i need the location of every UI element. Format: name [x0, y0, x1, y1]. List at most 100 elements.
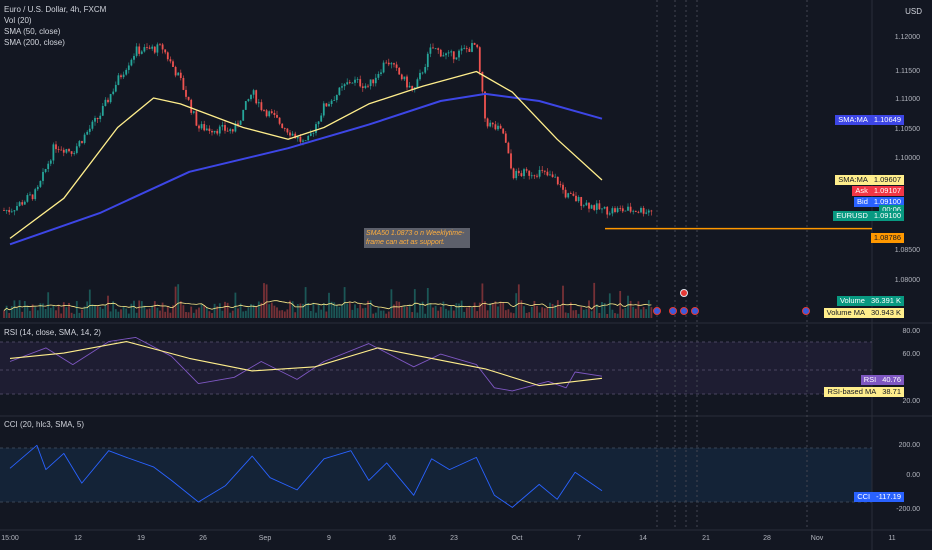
candle-body — [91, 121, 94, 129]
candle-body — [296, 136, 299, 139]
volume-bar — [494, 301, 497, 318]
rsi-legend[interactable]: RSI (14, close, SMA, 14, 2) — [4, 328, 101, 337]
candle-body — [437, 48, 440, 50]
volume-bar — [593, 282, 596, 318]
candle-body — [107, 99, 109, 103]
event-marker-icon[interactable] — [691, 307, 699, 315]
volume-bar — [351, 309, 354, 318]
candle-body — [580, 197, 583, 206]
candle-body — [213, 130, 216, 133]
candle-body — [237, 123, 239, 125]
volume-bar — [465, 307, 468, 318]
candle-body — [330, 100, 333, 105]
rsi-y-tick: 80.00 — [902, 328, 920, 335]
candle-body — [47, 163, 50, 170]
candle-body — [159, 44, 161, 46]
candle-body — [52, 144, 55, 161]
candle-body — [86, 131, 89, 135]
candle-body — [517, 170, 520, 174]
candle-body — [68, 149, 70, 152]
volume-bar — [164, 311, 167, 318]
volume-bar — [647, 300, 650, 318]
volume-bar — [559, 305, 562, 318]
currency-label[interactable]: USD — [905, 7, 922, 16]
candle-body — [185, 89, 187, 97]
candle-body — [528, 170, 531, 176]
candle-body — [343, 84, 346, 87]
volume-ma-tag: Volume MA 30.943 K — [823, 308, 904, 318]
candle-body — [99, 115, 102, 120]
volume-bar — [237, 308, 239, 318]
candle-body — [367, 85, 369, 87]
volume-bar — [143, 305, 146, 318]
volume-bar — [195, 309, 198, 318]
candle-body — [117, 75, 120, 85]
volume-bar — [437, 310, 440, 318]
candle-body — [611, 208, 614, 214]
volume-bar — [104, 304, 107, 318]
candle-body — [465, 47, 468, 49]
candle-body — [416, 79, 419, 88]
candle-body — [445, 53, 447, 56]
volume-bar — [96, 306, 99, 318]
candle-body — [73, 152, 76, 154]
symbol-title[interactable]: Euro / U.S. Dollar, 4h, FXCM — [4, 5, 107, 14]
candle-body — [304, 140, 307, 142]
volume-bar — [364, 307, 367, 318]
ask-price-tag: Ask 1.09107 — [852, 186, 904, 196]
volume-bar — [23, 301, 26, 318]
candle-body — [156, 44, 159, 53]
volume-bar — [133, 300, 135, 318]
volume-bar — [601, 302, 603, 318]
event-marker-icon[interactable] — [653, 307, 661, 315]
volume-bar — [49, 307, 52, 318]
candle-body — [372, 79, 375, 84]
volume-bar — [408, 305, 411, 318]
candle-body — [559, 184, 562, 186]
volume-bar — [478, 302, 481, 318]
candle-body — [569, 193, 572, 195]
candle-body — [257, 102, 260, 104]
volume-bar — [265, 284, 268, 318]
event-marker-icon[interactable] — [669, 307, 677, 315]
candle-body — [426, 53, 429, 68]
volume-bar — [159, 310, 161, 318]
volume-bar — [296, 304, 299, 318]
candle-body — [629, 206, 632, 212]
candle-body — [172, 61, 174, 67]
indicator-sma200[interactable]: SMA (200, close) — [4, 38, 65, 47]
volume-bar — [130, 303, 133, 318]
sma50-price-tag: SMA:MA 1.09607 — [835, 175, 904, 185]
event-marker-icon[interactable] — [680, 307, 688, 315]
volume-bar — [192, 312, 195, 318]
volume-bar — [226, 302, 229, 318]
volume-bar — [263, 283, 265, 318]
candle-body — [104, 99, 107, 106]
volume-bar — [39, 303, 42, 318]
candle-body — [208, 128, 211, 132]
volume-bar — [242, 311, 245, 318]
candle-body — [151, 46, 154, 49]
candle-body — [26, 195, 29, 202]
volume-bar — [541, 307, 544, 318]
cci-legend[interactable]: CCI (20, hlc3, SMA, 5) — [4, 420, 85, 429]
candle-body — [179, 72, 182, 78]
flag-event-icon[interactable] — [680, 289, 688, 297]
candle-body — [5, 210, 8, 211]
support-annotation[interactable]: SMA50 1.0873 o n Weeklytime-frame can ac… — [364, 228, 470, 248]
rsi-band — [0, 342, 872, 394]
candle-body — [447, 52, 450, 54]
volume-bar — [140, 301, 143, 318]
candle-body — [593, 205, 596, 210]
volume-bar — [211, 313, 213, 318]
volume-bar — [114, 309, 117, 318]
candle-body — [333, 100, 336, 101]
event-marker-icon[interactable] — [802, 307, 810, 315]
support-price-tag: 1.08786 — [870, 233, 904, 243]
indicator-sma50[interactable]: SMA (50, close) — [4, 27, 61, 36]
indicator-vol[interactable]: Vol (20) — [4, 16, 32, 25]
candle-body — [642, 207, 645, 214]
volume-bar — [13, 300, 16, 318]
candle-body — [161, 44, 164, 50]
